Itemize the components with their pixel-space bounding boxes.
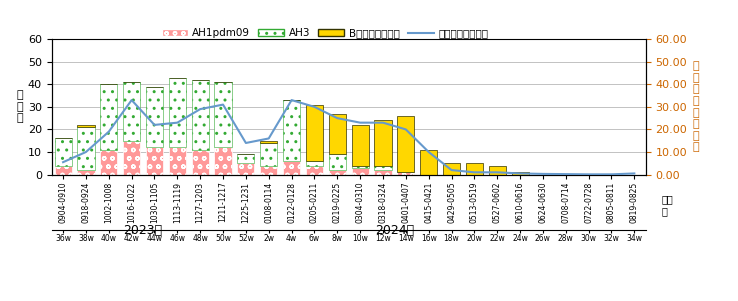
Bar bbox=[123, 141, 140, 175]
Bar bbox=[146, 87, 163, 147]
Bar bbox=[192, 150, 209, 175]
Bar bbox=[77, 127, 94, 170]
Bar bbox=[511, 172, 528, 175]
Bar bbox=[351, 125, 369, 166]
Bar bbox=[261, 141, 277, 143]
Bar bbox=[169, 147, 186, 175]
Bar bbox=[306, 166, 323, 175]
Bar bbox=[306, 104, 323, 161]
Bar bbox=[397, 172, 415, 175]
Text: 2024年: 2024年 bbox=[375, 224, 414, 237]
Y-axis label: 検
出
数: 検 出 数 bbox=[16, 90, 23, 123]
Bar bbox=[306, 161, 323, 166]
Bar bbox=[55, 138, 72, 166]
Text: 週: 週 bbox=[662, 206, 668, 216]
Bar bbox=[283, 100, 300, 161]
Bar bbox=[238, 163, 255, 175]
Bar bbox=[261, 143, 277, 166]
Bar bbox=[374, 120, 392, 166]
Bar bbox=[283, 161, 300, 175]
Bar bbox=[55, 166, 72, 175]
Bar bbox=[77, 170, 94, 175]
Bar bbox=[466, 163, 483, 175]
Bar bbox=[169, 77, 186, 147]
Bar bbox=[100, 150, 117, 175]
Bar bbox=[215, 147, 232, 175]
Bar bbox=[351, 166, 369, 168]
Bar bbox=[192, 80, 209, 150]
Bar bbox=[374, 166, 392, 170]
Bar bbox=[77, 125, 94, 127]
Bar bbox=[351, 168, 369, 175]
Bar bbox=[123, 82, 140, 141]
Bar bbox=[328, 154, 346, 170]
Legend: AH1pdm09, AH3, Bビクトリア系統, 定点当たり報告数: AH1pdm09, AH3, Bビクトリア系統, 定点当たり報告数 bbox=[158, 24, 492, 42]
Bar bbox=[261, 166, 277, 175]
Y-axis label: 定
点
当
た
り
報
告
数: 定 点 当 た り 報 告 数 bbox=[692, 61, 699, 152]
Bar bbox=[374, 170, 392, 175]
Bar bbox=[443, 163, 460, 175]
Bar bbox=[100, 84, 117, 150]
Text: 2023年: 2023年 bbox=[123, 224, 162, 237]
Bar bbox=[328, 170, 346, 175]
Bar bbox=[420, 150, 437, 175]
Bar bbox=[489, 166, 506, 175]
Text: 月日: 月日 bbox=[662, 194, 674, 204]
Bar bbox=[397, 116, 415, 172]
Bar bbox=[146, 147, 163, 175]
Bar bbox=[328, 113, 346, 154]
Bar bbox=[238, 154, 255, 163]
Bar bbox=[215, 82, 232, 147]
